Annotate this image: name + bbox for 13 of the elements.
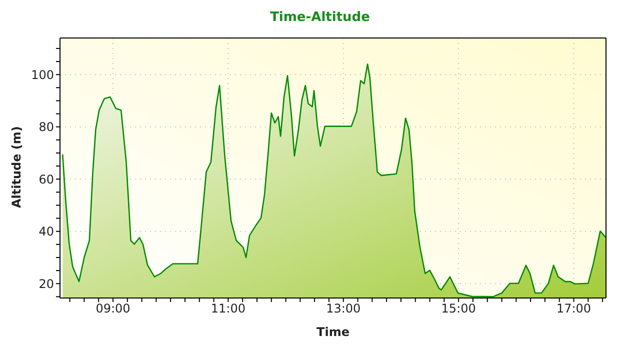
y-tick-label: 60 bbox=[38, 172, 54, 186]
y-tick-label: 80 bbox=[38, 120, 54, 134]
x-tick-label: 15:00 bbox=[441, 302, 476, 316]
y-tick-label: 40 bbox=[38, 224, 54, 239]
x-axis-title: Time bbox=[316, 325, 350, 339]
x-tick-label: 09:00 bbox=[96, 302, 130, 316]
x-tick-label: 13:00 bbox=[326, 302, 361, 316]
y-tick-label: 20 bbox=[38, 276, 54, 291]
y-tick-label: 100 bbox=[31, 68, 54, 82]
chart-title: Time-Altitude bbox=[269, 9, 371, 27]
y-axis-title: Altitude (m) bbox=[9, 126, 24, 208]
x-tick-label: 11:00 bbox=[210, 302, 246, 316]
x-tick-label: 17:00 bbox=[556, 302, 592, 316]
